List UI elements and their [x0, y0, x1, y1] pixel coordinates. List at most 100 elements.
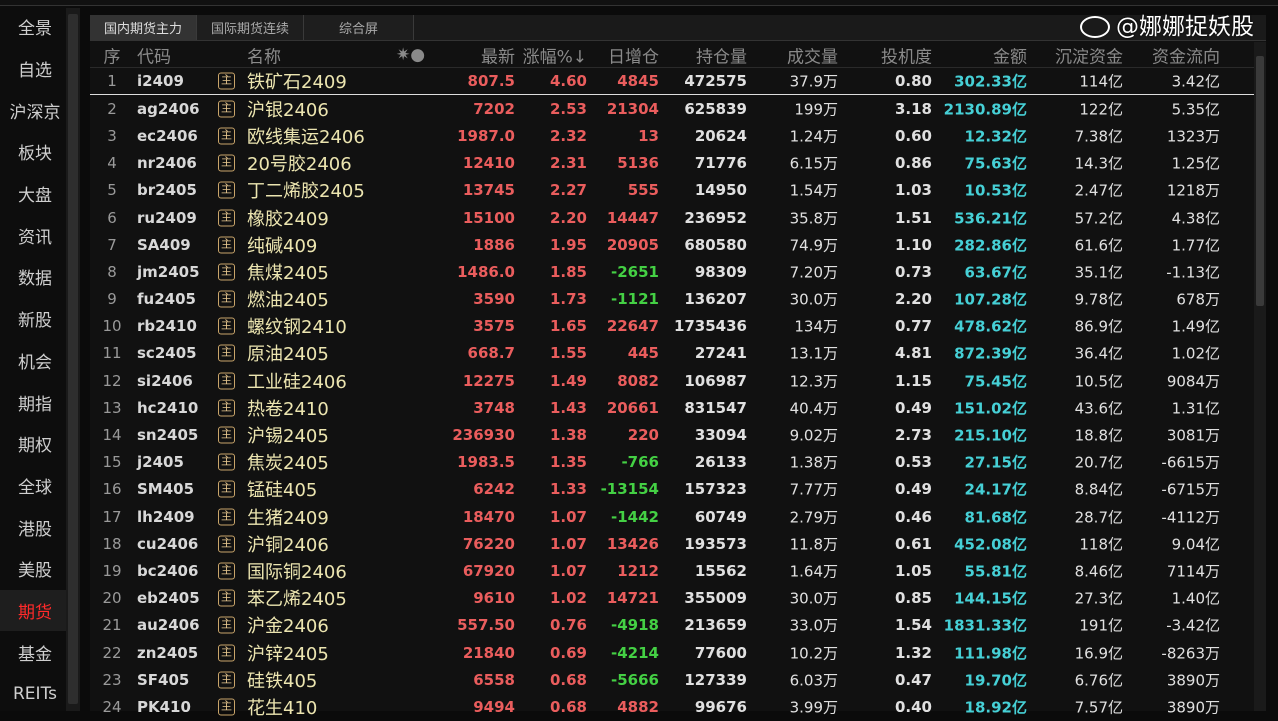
sidebar-item-15[interactable]: 基金 [18, 644, 52, 665]
col-seq[interactable]: 序 [103, 47, 121, 67]
cell-vol: 7.20万 [789, 263, 838, 282]
cell-oi: 98309 [694, 262, 747, 281]
sidebar-item-11[interactable]: 全球 [18, 477, 52, 498]
sidebar-item-6[interactable]: 数据 [18, 269, 52, 290]
table-row[interactable]: 3 ec2406 主欧线集运2406 1987.0 2.32 13 20624 1.24万 0.… [90, 122, 1254, 149]
main-contract-icon: 主 [218, 426, 235, 444]
table-row[interactable]: 9 fu2405 主燃油2405 3590 1.73 -1121 136207 30.0万 2.… [90, 286, 1254, 313]
table-row[interactable]: 4 nr2406 主 20号胶2406 12410 2.31 5136 71776 6.15万 0… [90, 150, 1254, 177]
col-name[interactable]: 名称 [247, 47, 281, 67]
sidebar-item-10[interactable]: 期权 [18, 436, 52, 457]
cell-amt: 75.63亿 [964, 154, 1027, 173]
table-row[interactable]: 2 ag2406 主沪银2406 7202 2.53 21304 625839 199万 3.1… [90, 95, 1254, 122]
table-scroll-thumb[interactable] [1256, 56, 1264, 306]
cell-flow: -6615万 [1161, 453, 1220, 472]
sidebar-item-14[interactable]: 期货 [0, 589, 70, 632]
sidebar-scrollbar[interactable] [66, 8, 80, 711]
table-row[interactable]: 24 PK410 主花生410 9494 0.68 4882 99676 3.99万 0.40 1… [90, 693, 1254, 720]
table-row[interactable]: 22 zn2405 主沪锌2405 21840 0.69 -4214 77600 10.2万 1… [90, 639, 1254, 666]
col-flags-icon[interactable]: ✷● [396, 44, 426, 65]
col-fund-flow[interactable]: 资金流向 [1152, 47, 1220, 67]
sidebar-scroll-thumb[interactable] [68, 14, 78, 704]
sidebar-item-4[interactable]: 大盘 [18, 186, 52, 207]
table-row[interactable]: 8 jm2405 主焦煤2405 1486.0 1.85 -2651 98309 7.20万 0… [90, 258, 1254, 285]
table-row[interactable]: 16 SM405 主锰硅405 6242 1.33 -13154 157323 7.77万 0.… [90, 476, 1254, 503]
sidebar-item-7[interactable]: 新股 [18, 311, 52, 332]
table-row[interactable]: 7 SA409 主纯碱409 1886 1.95 20905 680580 74.9万 1.10… [90, 231, 1254, 258]
sidebar-item-13[interactable]: 美股 [18, 561, 52, 582]
table-row[interactable]: 1 i2409 主铁矿石2409 807.5 4.60 4845 472575 37.9万 0.… [90, 68, 1254, 96]
cell-flow: 3890万 [1166, 671, 1220, 690]
table-row[interactable]: 18 cu2406 主沪铜2406 76220 1.07 13426 193573 11.8万… [90, 530, 1254, 557]
cell-last: 9610 [473, 589, 515, 608]
cell-inc: 13 [638, 126, 659, 145]
col-deposited-funds[interactable]: 沉淀资金 [1055, 47, 1123, 67]
col-last[interactable]: 最新 [481, 47, 515, 67]
cell-chg: 0.68 [549, 697, 587, 716]
cell-last: 236930 [452, 426, 515, 445]
col-open-interest[interactable]: 持仓量 [696, 47, 747, 67]
sidebar-item-1[interactable]: 自选 [18, 61, 52, 82]
table-row[interactable]: 17 lh2409 主生猪2409 18470 1.07 -1442 60749 2.79万 0… [90, 503, 1254, 530]
main-contract-icon: 主 [218, 589, 235, 607]
sidebar-item-2[interactable]: 沪深京 [9, 102, 61, 123]
cell-amt: 55.81亿 [964, 562, 1027, 581]
col-amount[interactable]: 金额 [993, 47, 1027, 67]
cell-spec: 0.47 [894, 670, 932, 689]
cell-amt: 1831.33亿 [943, 616, 1027, 635]
col-volume[interactable]: 成交量 [787, 47, 838, 67]
sidebar-item-12[interactable]: 港股 [18, 519, 52, 540]
main-contract-icon: 主 [218, 100, 235, 118]
sidebar-item-16[interactable]: REITs [13, 683, 57, 704]
table-row[interactable]: 23 SF405 主硅铁405 6558 0.68 -5666 127339 6.03万 0.4… [90, 666, 1254, 693]
cell-vol: 13.1万 [789, 344, 838, 363]
cell-dep: 61.6亿 [1074, 236, 1123, 255]
table-row[interactable]: 19 bc2406 主国际铜2406 67920 1.07 1212 15562 1.64万 1… [90, 557, 1254, 584]
cell-last: 12275 [462, 371, 515, 390]
table-row[interactable]: 21 au2406 主沪金2406 557.50 0.76 -4918 213659 33.0… [90, 612, 1254, 639]
col-speculation[interactable]: 投机度 [881, 47, 932, 67]
table-row[interactable]: 6 ru2409 主橡胶2409 15100 2.20 14447 236952 35.8万 1… [90, 204, 1254, 231]
table-row[interactable]: 12 si2406 主工业硅2406 12275 1.49 8082 106987 12.3万… [90, 367, 1254, 394]
cell-vol: 37.9万 [789, 72, 838, 91]
cell-inc: 14721 [606, 589, 659, 608]
table-row[interactable]: 13 hc2410 主热卷2410 3748 1.43 20661 831547 40.4万 0… [90, 394, 1254, 421]
col-daily-oi-change[interactable]: 日增仓 [608, 47, 659, 67]
cell-inc: 445 [627, 344, 659, 363]
sidebar-item-8[interactable]: 机会 [18, 352, 52, 373]
sidebar-item-3[interactable]: 板块 [18, 144, 52, 165]
cell-name: 生猪2409 [247, 507, 329, 529]
table-row[interactable]: 20 eb2405 主苯乙烯2405 9610 1.02 14721 355009 30.0万… [90, 585, 1254, 612]
sidebar-item-9[interactable]: 期指 [18, 394, 52, 415]
table-row[interactable]: 10 rb2410 主螺纹钢2410 3575 1.65 22647 1735436 134万… [90, 313, 1254, 340]
cell-dep: 14.3亿 [1074, 154, 1123, 173]
futures-table: 序 代码 名称 ✷● 最新 涨幅%↓ 日增仓 持仓量 成交量 投机度 金额 沉淀… [90, 42, 1254, 721]
cell-spec: 0.60 [894, 126, 932, 145]
table-row[interactable]: 14 sn2405 主沪锡2405 236930 1.38 220 33094 9.02万 2.… [90, 421, 1254, 448]
tab-domestic-main[interactable]: 国内期货主力 [90, 15, 198, 40]
sidebar-item-5[interactable]: 资讯 [18, 227, 52, 248]
table-row[interactable]: 5 br2405 主丁二烯胶2405 13745 2.27 555 14950 1.54万 1.… [90, 177, 1254, 204]
cell-seq: 11 [102, 344, 122, 363]
table-row[interactable]: 15 j2405 主焦炭2405 1983.5 1.35 -766 26133 1.38万 0.… [90, 449, 1254, 476]
tab-international-continuous[interactable]: 国际期货连续 [197, 15, 305, 40]
sidebar-item-0[interactable]: 全景 [18, 19, 52, 40]
cell-chg: 0.68 [549, 670, 587, 689]
tab-composite-screen[interactable]: 综合屏 [304, 15, 415, 40]
cell-oi: 33094 [694, 426, 747, 445]
col-change-pct[interactable]: 涨幅%↓ [522, 47, 587, 67]
table-row[interactable]: 11 sc2405 主原油2405 668.7 1.55 445 27241 13.1万 4.8… [90, 340, 1254, 367]
cell-code: eb2405 [137, 589, 200, 608]
table-scrollbar[interactable] [1254, 42, 1266, 711]
col-code[interactable]: 代码 [137, 47, 171, 67]
cell-chg: 1.02 [549, 589, 587, 608]
cell-code: si2406 [137, 371, 193, 390]
cell-spec: 3.18 [894, 99, 932, 118]
cell-flow: 1218万 [1166, 181, 1220, 200]
main-contract-icon: 主 [218, 671, 235, 689]
cell-code: au2406 [137, 616, 200, 635]
cell-oi: 355009 [684, 589, 747, 608]
cell-last: 668.7 [467, 344, 515, 363]
cell-spec: 0.61 [894, 534, 932, 553]
main-contract-icon: 主 [218, 127, 235, 145]
